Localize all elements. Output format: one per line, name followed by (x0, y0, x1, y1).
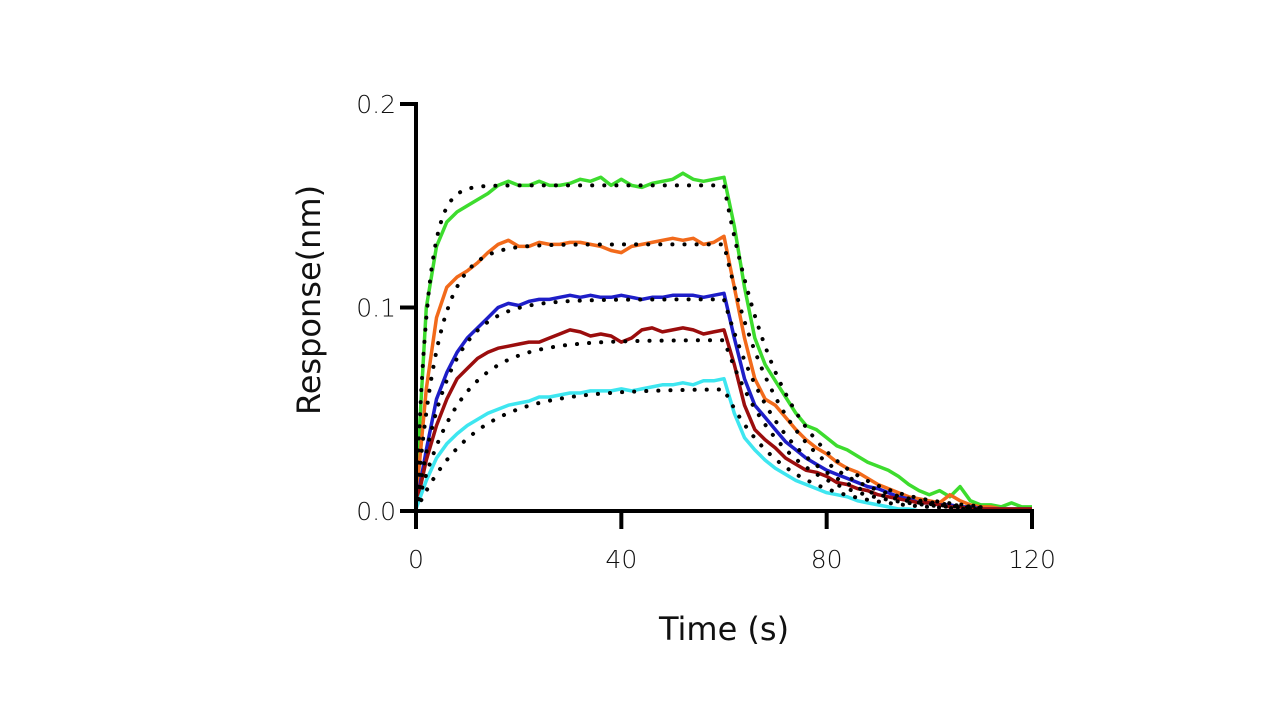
x-axis-title: Time (s) (658, 610, 789, 648)
axes (414, 102, 1034, 513)
y-axis-title: Response(nm) (290, 185, 328, 415)
fit-line-fit-2 (414, 242, 983, 513)
series-line-measured-3 (414, 291, 1032, 511)
ticks: 0.0 0.1 0.2 0 40 80 120 (356, 90, 1056, 574)
series-line-measured-4 (414, 326, 1032, 511)
fit-line-fit-4 (414, 338, 983, 513)
x-tick-label: 40 (605, 545, 637, 574)
plot-area (414, 171, 1032, 513)
x-tick-label: 80 (811, 545, 843, 574)
y-tick-label: 0.2 (356, 90, 396, 119)
x-tick-label: 120 (1008, 545, 1056, 574)
series-line-measured-2 (414, 234, 1032, 511)
y-tick-label: 0.0 (356, 497, 396, 526)
y-tick-label: 0.1 (356, 294, 396, 323)
x-tick-label: 0 (408, 545, 424, 574)
